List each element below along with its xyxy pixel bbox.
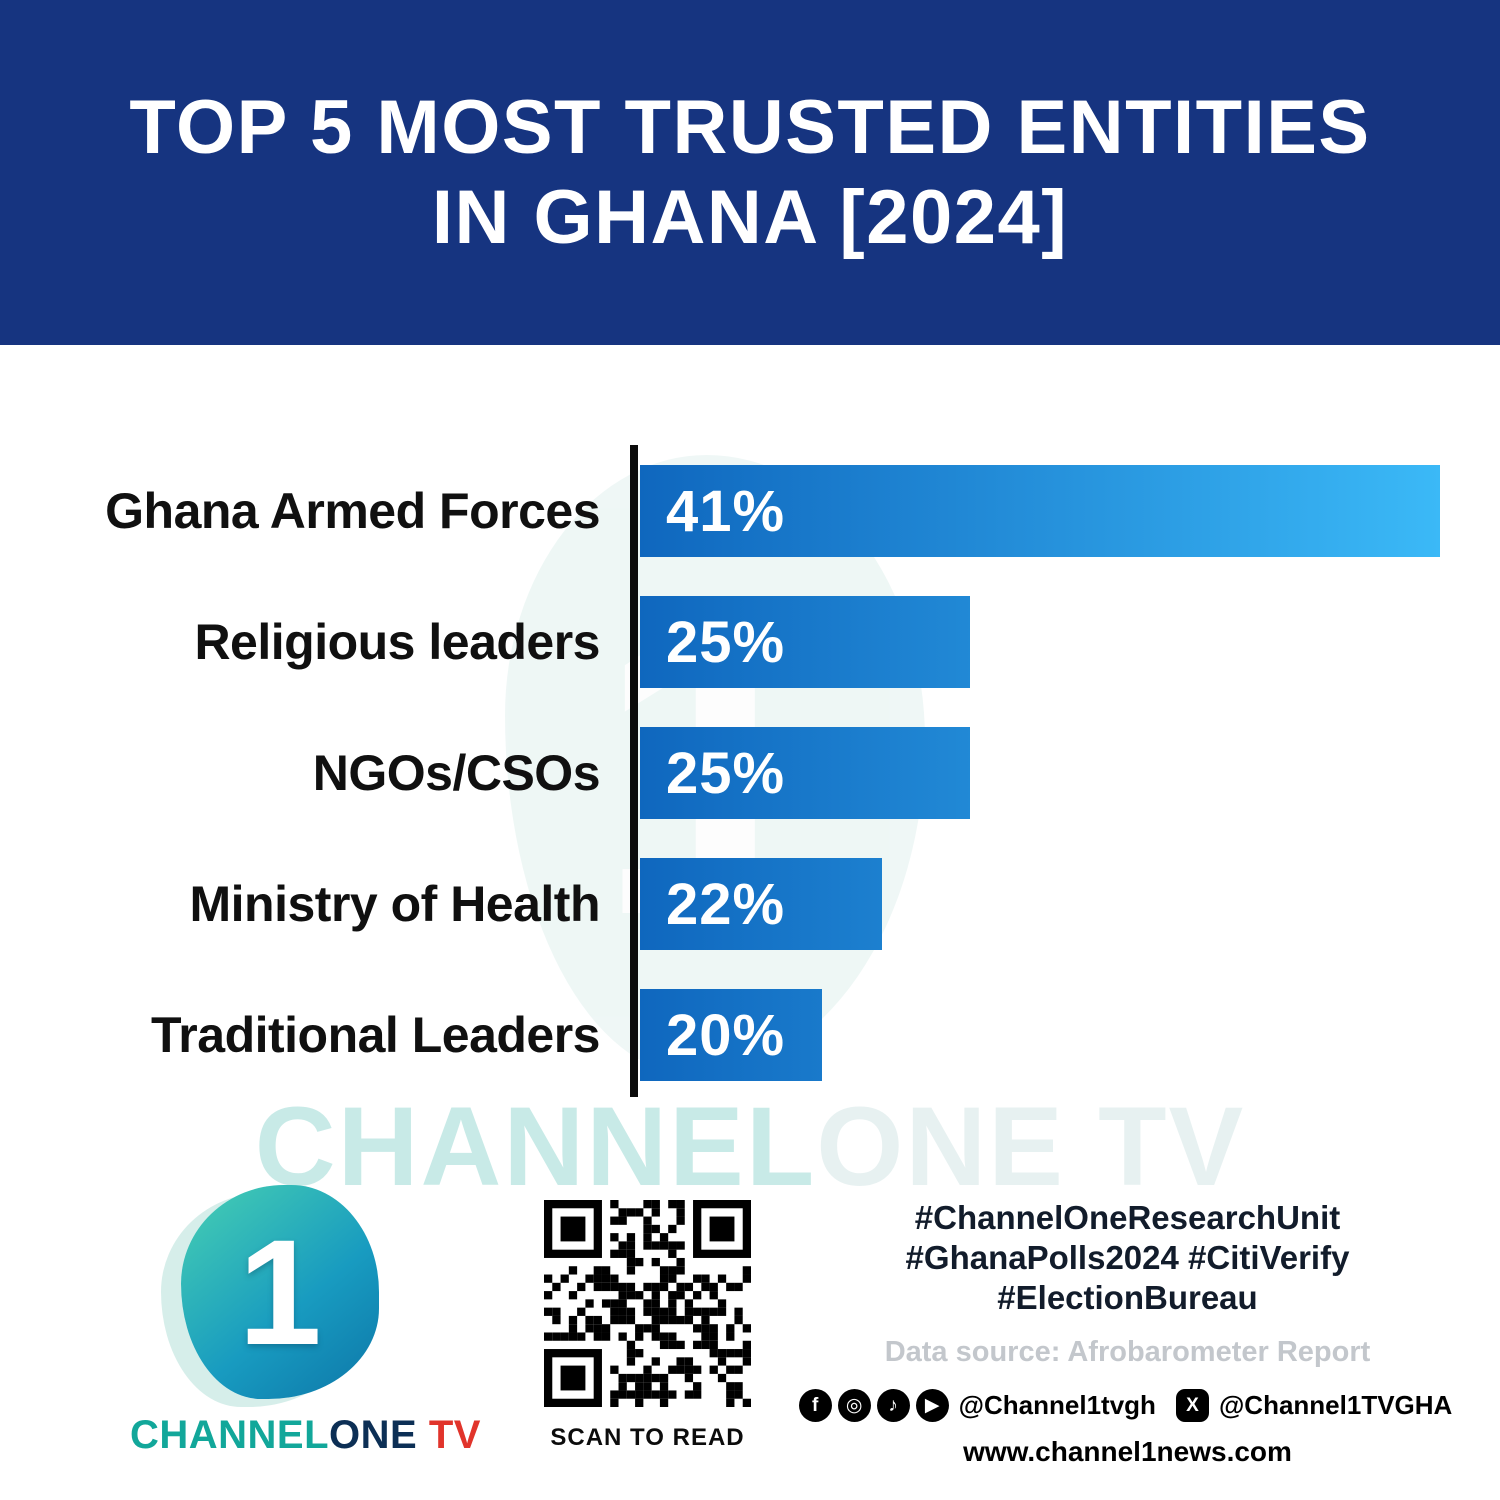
channel-one-watermark-text: CHANNELONE TV: [0, 1082, 1500, 1211]
logo-wordmark-tv: TV: [417, 1413, 481, 1457]
chart-row: Ghana Armed Forces 41%: [0, 465, 1500, 557]
data-source-note: Data source: Afrobarometer Report: [884, 1336, 1371, 1368]
watermark-part-1: CHANNEL: [254, 1084, 817, 1209]
bar-value-label: 25%: [666, 609, 786, 675]
hashtag-line-1: #ChannelOneResearchUnit: [914, 1199, 1341, 1236]
bar: 20%: [640, 989, 823, 1081]
bar: 25%: [640, 727, 971, 819]
page-title-line-2: IN GHANA [2024]: [431, 174, 1069, 260]
instagram-icon: ◎: [837, 1389, 871, 1422]
bar-value-label: 22%: [666, 871, 786, 937]
logo-wordmark: CHANNELONE TV: [130, 1413, 480, 1458]
bar-category-label: Ghana Armed Forces: [105, 483, 600, 539]
logo-wordmark-channel: CHANNEL: [130, 1413, 330, 1457]
qr-section: SCAN TO READ: [540, 1200, 755, 1452]
bar-track: 41%: [640, 465, 1440, 557]
bar-value-label: 25%: [666, 740, 786, 806]
watermark-part-2: ONE TV: [816, 1084, 1246, 1209]
bar-track: 22%: [640, 858, 1440, 950]
footer-info-block: #ChannelOneResearchUnit #GhanaPolls2024 …: [798, 1198, 1452, 1468]
facebook-icon: f: [798, 1389, 832, 1422]
chart-rows: Ghana Armed Forces 41% Religious leaders 25…: [0, 465, 1500, 1081]
social-handle-2: @Channel1TVGHA: [1218, 1390, 1453, 1420]
hashtag-line-2: #GhanaPolls2024 #CitiVerify: [905, 1239, 1350, 1276]
qr-code: [544, 1200, 751, 1407]
bar-value-label: 20%: [666, 1002, 786, 1068]
x-twitter-icon: X: [1175, 1389, 1209, 1422]
bar-category-label: NGOs/CSOs: [312, 745, 601, 801]
chart-row: NGOs/CSOs 25%: [0, 727, 1500, 819]
logo-wordmark-one: ONE: [329, 1413, 418, 1457]
chart-row: Religious leaders 25%: [0, 596, 1500, 688]
bar-track: 20%: [640, 989, 1440, 1081]
tiktok-icon: ♪: [876, 1389, 910, 1422]
bar: 22%: [640, 858, 882, 950]
bar-value-label: 41%: [666, 478, 786, 544]
chart-axis: [630, 445, 638, 1097]
bar-track: 25%: [640, 727, 1440, 819]
hashtag-line-3: #ElectionBureau: [997, 1279, 1258, 1316]
channel-one-logo: 1 CHANNELONE TV: [130, 1185, 480, 1458]
bar-category-label: Ministry of Health: [189, 876, 601, 932]
youtube-icon: ▶: [915, 1389, 949, 1422]
qr-caption: SCAN TO READ: [550, 1424, 745, 1451]
social-handles-row: f ◎ ♪ ▶ @Channel1tvgh X @Channel1TVGHA: [798, 1389, 1452, 1422]
bar-track: 25%: [640, 596, 1440, 688]
bar-category-label: Religious leaders: [194, 614, 600, 670]
bar-category-label: Traditional Leaders: [151, 1007, 600, 1063]
chart-row: Ministry of Health 22%: [0, 858, 1500, 950]
social-handle-1: @Channel1tvgh: [958, 1390, 1156, 1420]
logo-numeral: 1: [238, 1207, 322, 1376]
bar: 25%: [640, 596, 971, 688]
chart-row: Traditional Leaders 20%: [0, 989, 1500, 1081]
page-title-line-1: TOP 5 MOST TRUSTED ENTITIES: [129, 84, 1371, 170]
bar: 41%: [640, 465, 1440, 557]
header-banner: TOP 5 MOST TRUSTED ENTITIES IN GHANA [20…: [0, 0, 1500, 345]
website-url: www.channel1news.com: [963, 1436, 1292, 1467]
logo-pick-icon: 1: [181, 1185, 379, 1399]
